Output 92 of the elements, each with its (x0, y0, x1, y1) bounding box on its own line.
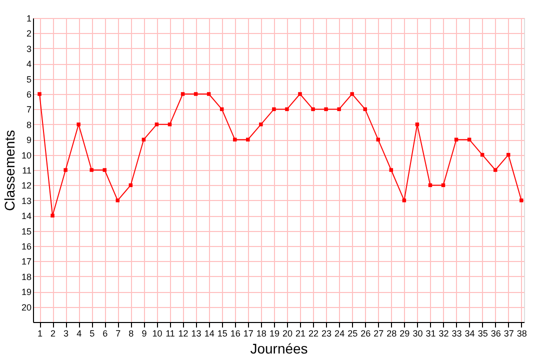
x-tick-label: 14 (204, 328, 214, 338)
x-tick-label: 22 (308, 328, 319, 338)
point (272, 107, 276, 112)
point (376, 138, 380, 142)
point (259, 122, 263, 126)
x-tick-label: 16 (230, 328, 240, 338)
point (246, 138, 250, 142)
x-tick-label: 25 (348, 328, 358, 338)
point (493, 168, 498, 172)
x-tick-label: 27 (374, 328, 384, 338)
x-tick-label: 8 (128, 328, 134, 338)
x-tick-label: 31 (426, 328, 436, 338)
y-tick-label: 13 (21, 196, 32, 206)
x-axis-title: Journées (250, 340, 308, 356)
x-tick-label: 4 (76, 328, 82, 338)
point (50, 214, 54, 218)
x-tick-label: 5 (90, 328, 95, 338)
y-tick-label: 9 (26, 135, 32, 146)
x-tick-label: 13 (191, 328, 202, 338)
point (298, 92, 302, 96)
point (168, 122, 172, 126)
point (311, 107, 315, 112)
x-tick-label: 7 (116, 328, 121, 338)
y-tick-label: 14 (21, 211, 32, 222)
y-tick-label: 3 (26, 44, 32, 54)
point (38, 92, 42, 96)
x-tick-label: 30 (412, 328, 423, 338)
x-tick-label: 34 (464, 328, 475, 338)
x-tick-label: 12 (178, 328, 188, 338)
y-tick-label: 11 (22, 166, 32, 176)
x-tick-label: 11 (166, 328, 175, 338)
x-tick-label: 29 (400, 328, 410, 338)
point (415, 122, 420, 126)
x-tick-label: 21 (295, 328, 306, 338)
y-tick-label: 15 (21, 226, 32, 236)
point (389, 168, 394, 172)
point (520, 198, 524, 202)
x-tick-label: 9 (142, 328, 147, 338)
point (285, 107, 289, 112)
point (102, 168, 106, 172)
x-tick-label: 17 (243, 328, 254, 338)
point (180, 92, 185, 96)
point (194, 92, 198, 96)
point (337, 107, 341, 112)
x-tick-label: 35 (478, 328, 488, 338)
x-tick-label: 6 (102, 328, 108, 338)
x-tick-label: 32 (438, 328, 449, 338)
point (233, 138, 237, 142)
x-tick-label: 36 (490, 328, 501, 338)
y-tick-label: 16 (21, 242, 32, 252)
point (76, 122, 80, 126)
y-tick-label: 18 (21, 272, 32, 282)
y-tick-label: 10 (21, 150, 32, 160)
y-tick-label: 17 (21, 256, 32, 267)
x-tick-label: 37 (504, 328, 514, 338)
y-tick-label: 12 (21, 180, 32, 191)
y-tick-label: 19 (21, 287, 32, 298)
x-tick-label: 10 (152, 328, 162, 338)
point (90, 168, 94, 172)
y-tick-label: 8 (26, 120, 32, 130)
point (64, 168, 68, 172)
y-tick-label: 20 (21, 302, 32, 312)
x-tick-label: 20 (282, 328, 292, 338)
point (454, 138, 458, 142)
point (142, 138, 146, 142)
y-tick-label: 1 (26, 14, 32, 24)
x-tick-label: 2 (50, 328, 56, 338)
y-tick-label: 7 (26, 104, 32, 115)
y-tick-label: 6 (26, 90, 32, 100)
x-tick-label: 26 (360, 328, 371, 338)
x-tick-label: 24 (334, 328, 345, 338)
point (206, 92, 211, 96)
y-tick-label: 2 (26, 28, 32, 39)
x-tick-label: 28 (386, 328, 397, 338)
point (324, 107, 328, 112)
x-tick-label: 19 (269, 328, 280, 338)
x-tick-label: 23 (322, 328, 332, 338)
y-axis-title: Classements (1, 130, 18, 211)
point (154, 122, 159, 126)
point (363, 107, 367, 112)
x-tick-label: 18 (256, 328, 266, 338)
x-tick-label: 15 (217, 328, 228, 338)
y-tick-label: 4 (26, 59, 32, 70)
point (467, 138, 472, 142)
x-tick-label: 33 (452, 328, 462, 338)
point (402, 198, 406, 202)
x-tick-label: 3 (64, 328, 69, 338)
x-tick-label: 38 (516, 328, 527, 338)
point (350, 92, 354, 96)
y-tick-label: 5 (26, 74, 32, 84)
x-tick-label: 1 (38, 328, 43, 338)
point (116, 198, 120, 202)
